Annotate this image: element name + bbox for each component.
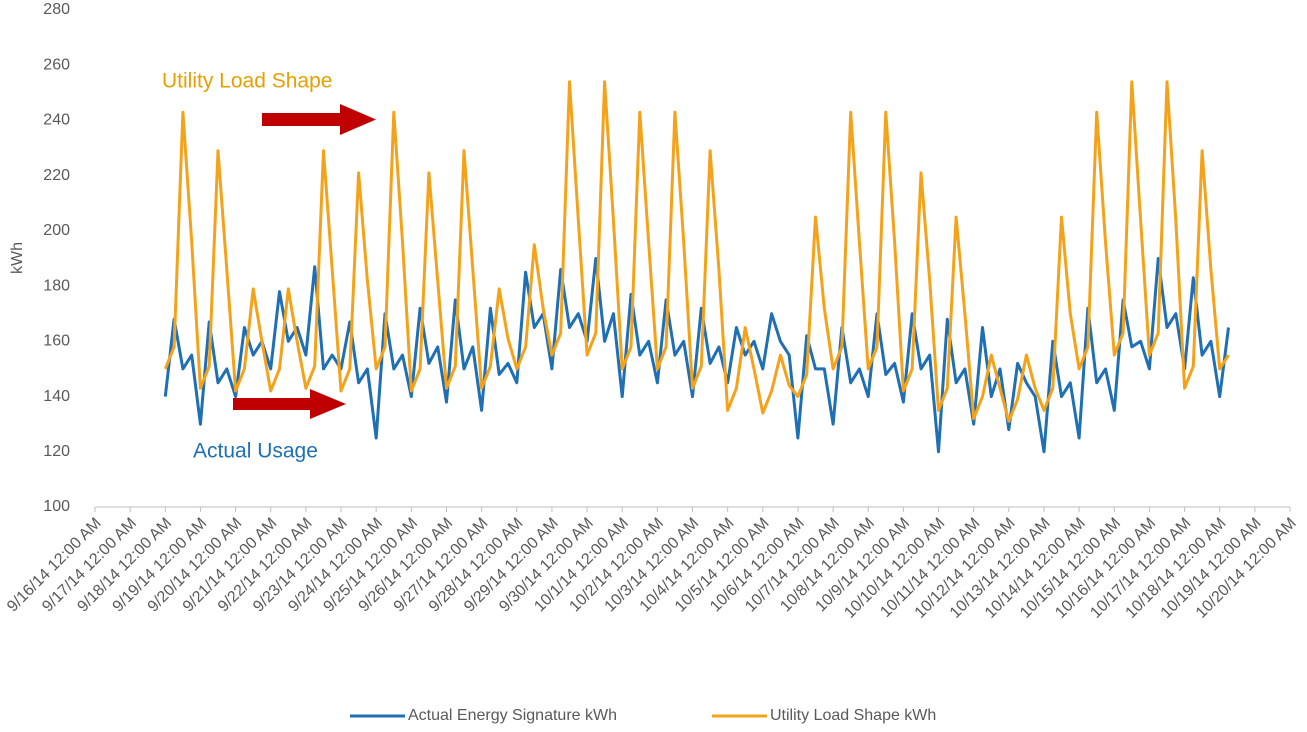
y-tick-label: 200 [43, 222, 70, 239]
annotation: Utility Load Shape [162, 70, 332, 93]
y-tick-label: 180 [43, 277, 70, 294]
y-tick-label: 260 [43, 56, 70, 73]
legend-label: Actual Energy Signature kWh [408, 707, 617, 724]
series-line [163, 80, 1230, 423]
y-tick-label: 220 [43, 167, 70, 184]
y-tick-label: 120 [43, 443, 70, 460]
series-line [163, 257, 1230, 454]
y-tick-label: 140 [43, 388, 70, 405]
legend-label: Utility Load Shape kWh [770, 707, 936, 724]
arrow [233, 389, 346, 419]
y-tick-label: 240 [43, 112, 70, 129]
arrow [262, 104, 376, 135]
y-axis-label: kWh [9, 242, 26, 274]
y-tick-label: 160 [43, 333, 70, 350]
y-tick-label: 280 [43, 1, 70, 18]
annotation: Actual Usage [193, 440, 318, 463]
y-tick-label: 100 [43, 498, 70, 515]
